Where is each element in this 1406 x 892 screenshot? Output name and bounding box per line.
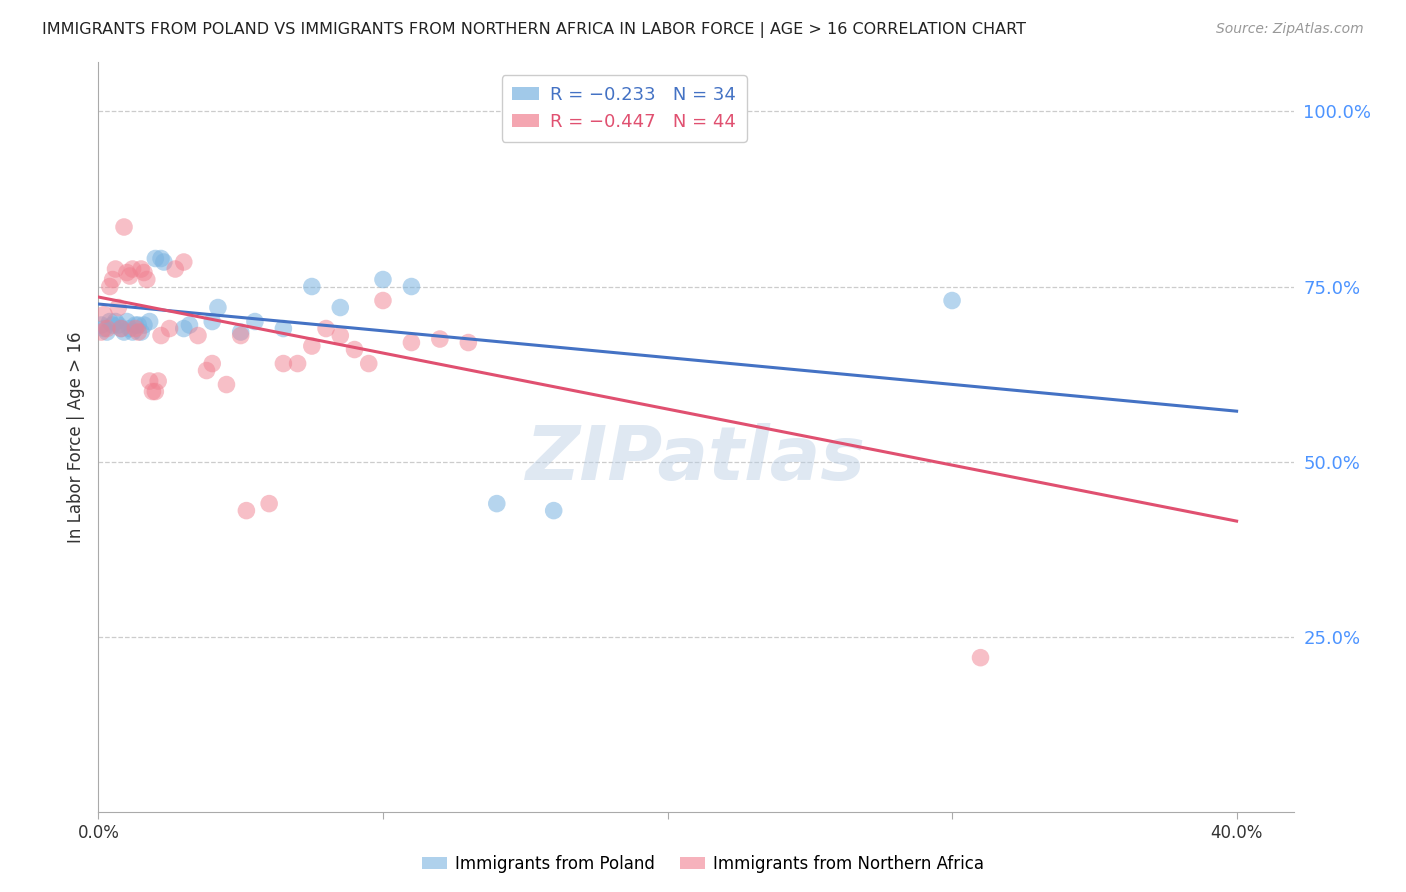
Point	[173, 321, 195, 335]
Point	[229, 328, 252, 343]
Point	[357, 357, 380, 371]
Point	[104, 262, 127, 277]
Point	[143, 252, 166, 266]
Legend: R = −0.233   N = 34, R = −0.447   N = 44: R = −0.233 N = 34, R = −0.447 N = 44	[502, 75, 747, 142]
Point	[98, 279, 121, 293]
Point	[132, 266, 155, 280]
Point	[969, 650, 991, 665]
Point	[315, 321, 337, 335]
Text: ZIPatlas: ZIPatlas	[526, 423, 866, 496]
Point	[90, 318, 112, 332]
Point	[287, 357, 309, 371]
Point	[121, 262, 143, 277]
Point	[90, 325, 112, 339]
Point	[96, 321, 118, 335]
Point	[124, 321, 146, 335]
Point	[143, 384, 166, 399]
Point	[401, 335, 423, 350]
Point	[101, 272, 124, 286]
Legend: Immigrants from Poland, Immigrants from Northern Africa: Immigrants from Poland, Immigrants from …	[415, 848, 991, 880]
Point	[107, 301, 129, 315]
Text: IMMIGRANTS FROM POLAND VS IMMIGRANTS FROM NORTHERN AFRICA IN LABOR FORCE | AGE >: IMMIGRANTS FROM POLAND VS IMMIGRANTS FRO…	[42, 22, 1026, 38]
Point	[148, 374, 170, 388]
Point	[401, 279, 423, 293]
Point	[93, 321, 115, 335]
Point	[243, 314, 266, 328]
Point	[110, 321, 132, 335]
Point	[941, 293, 963, 308]
Point	[141, 384, 163, 399]
Point	[115, 266, 138, 280]
Point	[129, 325, 152, 339]
Text: Source: ZipAtlas.com: Source: ZipAtlas.com	[1216, 22, 1364, 37]
Point	[118, 268, 141, 283]
Point	[159, 321, 181, 335]
Point	[132, 318, 155, 332]
Point	[118, 321, 141, 335]
Point	[273, 357, 295, 371]
Point	[173, 255, 195, 269]
Point	[107, 318, 129, 332]
Point	[429, 332, 451, 346]
Point	[195, 363, 218, 377]
Point	[301, 339, 323, 353]
Y-axis label: In Labor Force | Age > 16: In Labor Force | Age > 16	[66, 331, 84, 543]
Point	[187, 328, 209, 343]
Point	[101, 318, 124, 332]
Point	[129, 262, 152, 277]
Point	[138, 314, 160, 328]
Point	[138, 374, 160, 388]
Point	[110, 321, 132, 335]
Point	[457, 335, 479, 350]
Point	[343, 343, 366, 357]
Point	[235, 503, 257, 517]
Point	[257, 497, 280, 511]
Point	[127, 318, 149, 332]
Point	[165, 262, 187, 277]
Point	[98, 314, 121, 328]
Point	[329, 328, 352, 343]
Point	[121, 325, 143, 339]
Point	[371, 293, 394, 308]
Point	[301, 279, 323, 293]
Point	[229, 325, 252, 339]
Point	[150, 328, 173, 343]
Point	[207, 301, 229, 315]
Point	[96, 325, 118, 339]
Point	[115, 314, 138, 328]
Point	[179, 318, 201, 332]
Point	[135, 272, 157, 286]
Point	[273, 321, 295, 335]
Point	[124, 318, 146, 332]
Point	[150, 252, 173, 266]
Point	[112, 325, 135, 339]
Point	[371, 272, 394, 286]
Point	[201, 314, 224, 328]
Point	[485, 497, 508, 511]
Point	[153, 255, 176, 269]
Point	[127, 325, 149, 339]
Point	[104, 314, 127, 328]
Point	[543, 503, 565, 517]
Point	[93, 308, 115, 322]
Point	[112, 219, 135, 234]
Point	[201, 357, 224, 371]
Point	[329, 301, 352, 315]
Point	[215, 377, 238, 392]
